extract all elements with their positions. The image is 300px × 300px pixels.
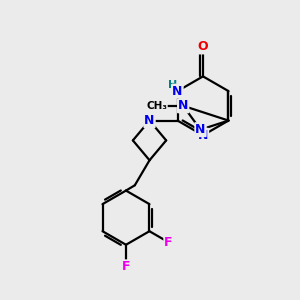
Text: N: N [178, 99, 188, 112]
Text: N: N [144, 114, 155, 127]
Text: N: N [198, 129, 208, 142]
Text: F: F [122, 260, 130, 273]
Text: H: H [168, 80, 177, 90]
Text: CH₃: CH₃ [146, 101, 167, 111]
Text: O: O [198, 40, 208, 53]
Text: N: N [172, 85, 183, 98]
Text: N: N [195, 123, 206, 136]
Text: F: F [164, 236, 173, 249]
